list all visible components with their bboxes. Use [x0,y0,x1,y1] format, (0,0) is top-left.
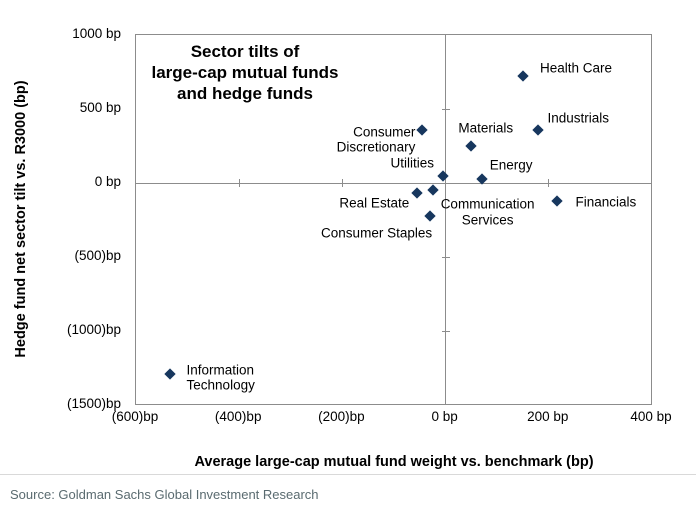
x-tick-label-400-bp: 400 bp [630,409,672,424]
data-point-materials [465,140,478,152]
x-tick-label-400-bp: (400)bp [214,409,262,424]
chart-title: Sector tilts of large-cap mutual funds a… [151,42,339,103]
y-tick-label-1500-bp: (1500)bp [66,396,121,411]
plot-area: Health Care Industrials Materials Consumer … [135,34,652,405]
data-point-label-real-estate: Real Estate [339,195,410,211]
data-point-label-consumer-staples: Consumer Staples [321,224,433,240]
data-point-label-consumer-discretionary: Consumer Discretionary [336,124,416,155]
y-tick-500-bp [441,108,450,110]
data-point-label-industrials: Industrials [547,109,609,125]
x-tick-400-bp [238,179,240,187]
data-point-utilities [437,170,449,182]
data-point-financials [550,195,563,207]
data-point-consumer-discretionary [416,124,429,136]
data-point-label-utilities: Utilities [390,155,435,171]
data-point-label-financials: Financials [575,194,637,209]
y-axis-zero-line [445,35,447,404]
y-axis-title: Hedge fund net sector tilt vs. R3000 (bp… [13,80,29,358]
footer-divider [0,474,696,475]
y-tick-500-bp [441,256,450,258]
y-tick-label-500-bp: (500)bp [74,248,121,263]
data-point-industrials [532,124,545,136]
x-tick-200-bp [341,179,343,187]
x-axis-zero-line [136,182,651,184]
data-point-label-health-care: Health Care [540,60,613,76]
data-point-communication-services [427,184,439,197]
x-axis-title: Average large-cap mutual fund weight vs.… [194,454,594,470]
data-point-consumer-staples [424,209,436,222]
data-point-real-estate [411,187,423,200]
y-tick-label-1000-bp: 1000 bp [72,26,121,41]
y-tick-label-1000-bp: (1000)bp [66,322,121,337]
data-point-label-materials: Materials [458,120,514,136]
y-tick-label-500-bp: 500 bp [79,100,121,115]
y-tick-label-0-bp: 0 bp [94,174,121,189]
data-point-label-communication-services: Communication Services [440,196,535,228]
data-point-label-information-technology: Information Technology [186,362,255,393]
data-point-health-care [517,70,529,83]
data-point-information-technology [163,368,176,380]
y-tick-1000-bp [441,330,450,332]
data-point-label-energy: Energy [489,156,533,172]
x-tick-label-600-bp: (600)bp [111,409,159,424]
x-tick-label-200-bp: 200 bp [527,409,569,424]
x-tick-label-200-bp: (200)bp [318,409,365,424]
x-tick-200-bp [548,179,550,187]
source-text: Source: Goldman Sachs Global Investment … [10,487,319,502]
x-tick-label-0-bp: 0 bp [431,409,458,424]
